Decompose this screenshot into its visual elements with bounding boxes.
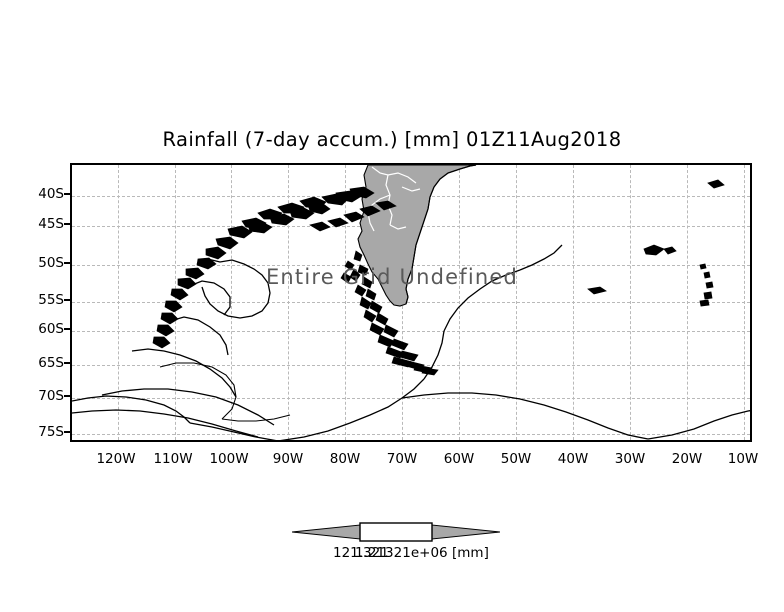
y-tick-label-65s: 65S [38, 355, 64, 371]
south-sandwich-island-1 [699, 263, 707, 270]
x-tick-label-70w: 70W [386, 451, 418, 467]
x-tick-label-20w: 20W [671, 451, 703, 467]
y-tick-mark-50s [64, 262, 70, 264]
x-tick-label-10w: 10W [727, 451, 759, 467]
map-canvas [72, 165, 750, 440]
x-tick-label-80w: 80W [329, 451, 361, 467]
x-tick-label-120w: 120W [96, 451, 136, 467]
colorbar-extend-low [292, 524, 361, 540]
y-tick-mark-70s [64, 395, 70, 397]
y-tick-mark-55s [64, 299, 70, 301]
colorbar-max-label: 1.21321e+06 [355, 545, 448, 561]
x-tick-label-110w: 110W [153, 451, 193, 467]
patagonian-archipelago [340, 250, 439, 376]
map-plot-area[interactable] [70, 163, 752, 442]
antarctic-coastline [72, 244, 750, 440]
x-tick-label-50w: 50W [500, 451, 532, 467]
y-tick-mark-75s [64, 431, 70, 433]
colorbar-labels: 121.321 1.21321e+06 [mm] [0, 545, 784, 565]
colorbar-min-label: 121.321 [333, 545, 389, 561]
falkland-islands [587, 286, 607, 295]
y-tick-mark-40s [64, 193, 70, 195]
x-tick-label-90w: 90W [272, 451, 304, 467]
peninsula-coastal-detail [152, 186, 375, 349]
y-tick-label-70s: 70S [38, 388, 64, 404]
page-title: Rainfall (7-day accum.) [mm] 01Z11Aug201… [162, 128, 622, 151]
coastline-layer [72, 165, 750, 440]
antarctic-peninsula [101, 258, 275, 426]
x-tick-label-60w: 60W [443, 451, 475, 467]
colorbar-center-band [359, 522, 433, 542]
country-borders [367, 166, 421, 232]
south-sandwich-island-5 [699, 299, 710, 307]
bouvet-island [707, 179, 725, 189]
colorbar-graphic [292, 522, 500, 542]
south-america-landmass [357, 165, 477, 307]
southern-ocean-islands [587, 179, 725, 307]
y-tick-label-45s: 45S [38, 216, 64, 232]
x-tick-label-30w: 30W [614, 451, 646, 467]
south-sandwich-island-2 [703, 271, 711, 279]
y-tick-label-55s: 55S [38, 292, 64, 308]
y-tick-label-40s: 40S [38, 186, 64, 202]
south-georgia-island [643, 244, 665, 256]
x-tick-label-40w: 40W [557, 451, 589, 467]
south-shetland-islands [309, 200, 397, 232]
ice-shelf-outline [159, 362, 291, 422]
undefined-grid-message: Entire Grid Undefined [265, 265, 519, 289]
south-sandwich-island-4 [703, 291, 713, 300]
y-tick-label-75s: 75S [38, 424, 64, 440]
y-tick-mark-65s [64, 362, 70, 364]
colorbar-extend-high [431, 524, 500, 540]
y-tick-mark-45s [64, 223, 70, 225]
y-tick-mark-60s [64, 328, 70, 330]
x-tick-label-100w: 100W [209, 451, 249, 467]
colorbar[interactable] [292, 519, 500, 545]
south-sandwich-island-3 [705, 281, 714, 289]
y-tick-label-60s: 60S [38, 321, 64, 337]
y-tick-label-50s: 50S [38, 255, 64, 271]
colorbar-units-label: [mm] [452, 545, 489, 561]
